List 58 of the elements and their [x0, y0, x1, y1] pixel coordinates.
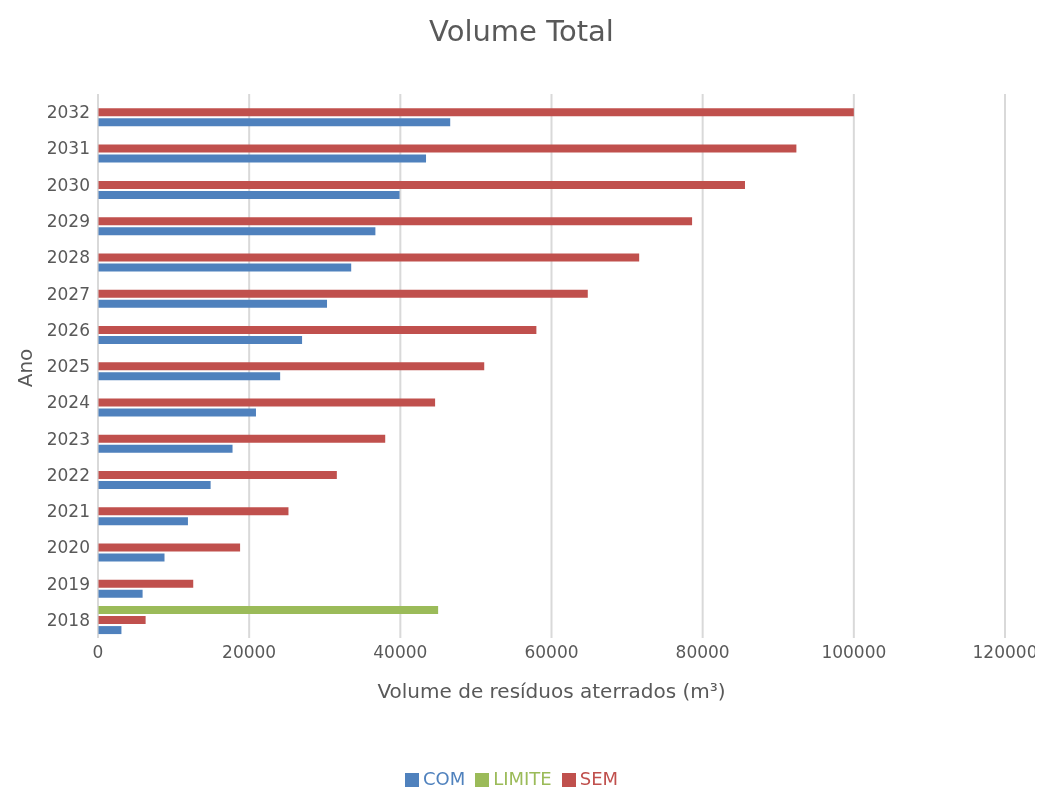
y-tick-label: 2020 — [46, 537, 90, 558]
bar — [98, 289, 588, 298]
bar — [98, 507, 289, 516]
bar — [98, 108, 854, 117]
y-tick-label: 2026 — [46, 319, 90, 340]
bar — [98, 517, 188, 526]
x-tick-label: 40000 — [373, 642, 428, 663]
bar — [98, 325, 537, 334]
bar — [98, 589, 143, 598]
y-tick-label: 2029 — [46, 210, 90, 231]
x-tick-label: 80000 — [675, 642, 730, 663]
y-tick-label: 2024 — [46, 392, 90, 413]
y-tick-label: 2030 — [46, 174, 90, 195]
bar — [98, 118, 451, 127]
bar — [98, 553, 165, 562]
bar — [98, 471, 337, 480]
bar — [98, 481, 211, 490]
y-tick-label: 2018 — [46, 609, 90, 630]
y-tick-label: 2023 — [46, 428, 90, 449]
bar — [98, 263, 352, 272]
bar — [98, 543, 241, 552]
y-tick-label: 2022 — [46, 464, 90, 485]
bar — [98, 579, 194, 588]
bar — [98, 253, 640, 262]
bar — [98, 606, 439, 615]
bar — [98, 616, 146, 625]
legend-label: LIMITE — [493, 768, 552, 789]
bar — [98, 227, 376, 236]
y-tick-label: 2028 — [46, 247, 90, 268]
bar — [98, 190, 400, 199]
y-tick-label: 2032 — [46, 102, 90, 123]
x-tick-label: 0 — [92, 642, 104, 663]
y-tick-label: 2021 — [46, 501, 90, 522]
bar — [98, 335, 303, 344]
x-axis-title: Volume de resíduos aterrados (m³) — [377, 679, 726, 703]
x-tick-label: 20000 — [222, 642, 277, 663]
bar — [98, 398, 436, 407]
legend-label: SEM — [579, 768, 619, 789]
bar — [98, 217, 693, 226]
y-axis-title: Ano — [13, 348, 37, 388]
bar — [98, 408, 256, 417]
bar — [98, 444, 233, 453]
y-tick-label: 2025 — [46, 356, 90, 377]
x-tick-label: 60000 — [524, 642, 579, 663]
y-tick-label: 2019 — [46, 573, 90, 594]
bar — [98, 626, 122, 635]
bar — [98, 299, 328, 308]
legend-label: COM — [422, 768, 466, 789]
y-tick-label: 2027 — [46, 283, 90, 304]
y-tick-label: 2031 — [46, 138, 90, 159]
bar — [98, 372, 281, 381]
x-tick-label: 100000 — [821, 642, 887, 663]
bar — [98, 434, 386, 443]
bar — [98, 362, 485, 371]
chart-title: Volume Total — [428, 13, 615, 50]
bar — [98, 180, 745, 189]
bar — [98, 144, 797, 153]
bar — [98, 154, 427, 163]
